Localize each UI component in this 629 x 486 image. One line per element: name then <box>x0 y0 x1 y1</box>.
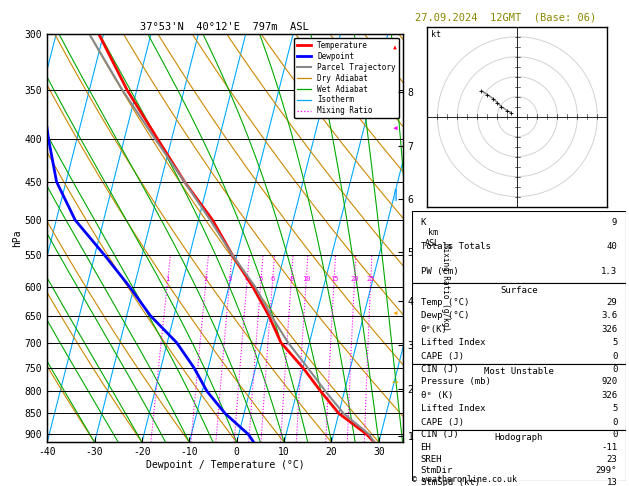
Text: Lifted Index: Lifted Index <box>421 404 485 413</box>
Title: 37°53'N  40°12'E  797m  ASL: 37°53'N 40°12'E 797m ASL <box>140 22 309 32</box>
Text: EH: EH <box>421 443 431 452</box>
Text: CIN (J): CIN (J) <box>421 365 458 374</box>
Text: CAPE (J): CAPE (J) <box>421 352 464 361</box>
Text: 0: 0 <box>612 352 617 361</box>
Text: 8: 8 <box>289 276 293 282</box>
Text: 13: 13 <box>606 478 617 486</box>
Text: © weatheronline.co.uk: © weatheronline.co.uk <box>412 474 517 484</box>
Text: 0: 0 <box>612 365 617 374</box>
Text: θᵉ(K): θᵉ(K) <box>421 325 447 334</box>
Text: 0: 0 <box>612 418 617 427</box>
Text: Hodograph: Hodograph <box>495 433 543 442</box>
Text: 920: 920 <box>601 377 617 386</box>
Text: SREH: SREH <box>421 455 442 464</box>
Text: Totals Totals: Totals Totals <box>421 243 491 251</box>
Text: ▸▸: ▸▸ <box>391 379 399 384</box>
Text: 29: 29 <box>606 298 617 307</box>
Text: K: K <box>421 218 426 227</box>
Y-axis label: hPa: hPa <box>12 229 22 247</box>
Text: kt: kt <box>431 30 442 39</box>
Text: StmDir: StmDir <box>421 466 453 475</box>
Text: CAPE (J): CAPE (J) <box>421 418 464 427</box>
Text: ◂: ◂ <box>392 124 398 134</box>
Text: PW (cm): PW (cm) <box>421 267 458 276</box>
Text: Pressure (mb): Pressure (mb) <box>421 377 491 386</box>
Text: CIN (J): CIN (J) <box>421 430 458 439</box>
Text: 326: 326 <box>601 391 617 400</box>
Text: 3: 3 <box>228 276 231 282</box>
Text: 25: 25 <box>367 276 375 282</box>
Text: StmSpd (kt): StmSpd (kt) <box>421 478 480 486</box>
Text: ◂: ◂ <box>392 309 398 318</box>
Text: 40: 40 <box>606 243 617 251</box>
Text: 27.09.2024  12GMT  (Base: 06): 27.09.2024 12GMT (Base: 06) <box>415 12 596 22</box>
Text: 5: 5 <box>612 338 617 347</box>
Text: 1.3: 1.3 <box>601 267 617 276</box>
Text: -11: -11 <box>601 443 617 452</box>
Text: ║: ║ <box>392 189 398 200</box>
Text: Surface: Surface <box>500 286 538 295</box>
Text: θᵉ (K): θᵉ (K) <box>421 391 453 400</box>
Text: ▴: ▴ <box>392 41 398 51</box>
Bar <box>412 211 626 283</box>
Text: 5: 5 <box>259 276 263 282</box>
Bar <box>412 283 626 364</box>
Text: Temp (°C): Temp (°C) <box>421 298 469 307</box>
Bar <box>412 430 626 481</box>
Text: 6: 6 <box>270 276 275 282</box>
Text: 3.6: 3.6 <box>601 311 617 320</box>
Text: 10: 10 <box>302 276 310 282</box>
Text: 0: 0 <box>612 430 617 439</box>
Legend: Temperature, Dewpoint, Parcel Trajectory, Dry Adiabat, Wet Adiabat, Isotherm, Mi: Temperature, Dewpoint, Parcel Trajectory… <box>294 38 399 119</box>
Text: Lifted Index: Lifted Index <box>421 338 485 347</box>
Text: 9: 9 <box>612 218 617 227</box>
Text: 4: 4 <box>245 276 249 282</box>
Text: Most Unstable: Most Unstable <box>484 366 554 376</box>
Text: 20: 20 <box>350 276 359 282</box>
X-axis label: Dewpoint / Temperature (°C): Dewpoint / Temperature (°C) <box>145 460 304 470</box>
Text: 5: 5 <box>612 404 617 413</box>
Text: 2: 2 <box>204 276 208 282</box>
Bar <box>412 364 626 430</box>
Y-axis label: km
ASL: km ASL <box>425 228 440 248</box>
Text: 326: 326 <box>601 325 617 334</box>
Text: Dewp (°C): Dewp (°C) <box>421 311 469 320</box>
Text: 1: 1 <box>165 276 170 282</box>
Text: 23: 23 <box>606 455 617 464</box>
Text: 299°: 299° <box>596 466 617 475</box>
Text: 15: 15 <box>330 276 338 282</box>
Text: Mixing Ratio (g/kg): Mixing Ratio (g/kg) <box>441 243 450 331</box>
